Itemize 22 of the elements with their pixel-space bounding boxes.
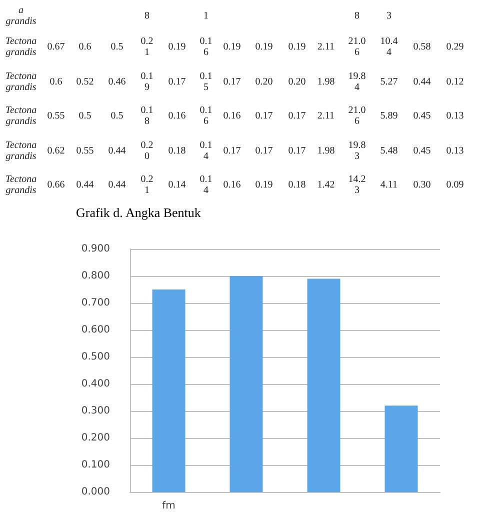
text: Tectona grandis 0.55 0.5 0.5 0.18 0.16 0.16 0.16 0.17 0.17 2.11 21.06 5.89 0.45 0.13 <box>5 105 464 127</box>
chart-title: Grafik d. Angka Bentuk <box>76 205 202 220</box>
y-tick-label: 0.300 <box>81 406 110 416</box>
text: Tectona grandis 0.6 0.52 0.46 0.19 0.17 0.15 0.17 0.20 0.20 1.98 19.84 5.27 0.44 0.12 <box>5 70 464 92</box>
y-tick-label: 0.800 <box>81 270 110 282</box>
text: Tectona grandis 0.62 0.55 0.44 0.20 0.18 0.14 0.17 0.17 0.17 1.98 19.83 5.48 0.45 0.13 <box>5 140 464 162</box>
y-tick-label: 0.200 <box>81 432 110 444</box>
bar <box>230 276 263 492</box>
bar <box>307 278 340 492</box>
x-tick-label: fm <box>162 500 176 512</box>
y-tick-label: 0.500 <box>81 352 110 362</box>
bar <box>384 406 418 492</box>
y-tick-label: 0.000 <box>81 486 110 498</box>
text: Tectona grandis 0.66 0.44 0.44 0.21 0.14 0.14 0.16 0.19 0.18 1.42 14.23 4.11 0.30 0.09 <box>5 174 464 196</box>
bar <box>152 290 186 492</box>
text: Tectona grandis 0.67 0.6 0.5 0.21 0.19 0.16 0.19 0.19 0.19 2.11 21.06 10.44 0.58 0.29 <box>5 36 464 58</box>
y-tick-label: 0.400 <box>81 378 110 390</box>
y-tick-label: 0.100 <box>81 460 110 470</box>
y-tick-label: 0.700 <box>81 298 110 308</box>
y-tick-label: 0.600 <box>81 324 110 336</box>
text: a grandis 8 1 8 3 <box>6 5 392 27</box>
y-tick-label: 0.900 <box>81 244 110 254</box>
